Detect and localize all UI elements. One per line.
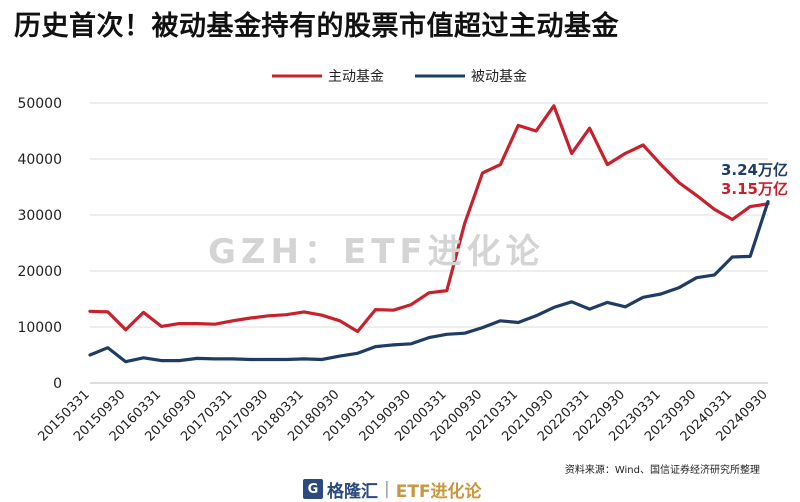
- footer-brand: ETF进化论: [395, 481, 482, 502]
- y-tick-label: 10000: [17, 320, 62, 336]
- series-line-active: [88, 104, 770, 334]
- end-value-annotation: 3.15万亿: [721, 180, 788, 198]
- footer-logo: G 格隆汇 | ETF进化论: [303, 478, 482, 502]
- series-line-passive: [88, 200, 770, 364]
- y-tick-label: 30000: [17, 208, 62, 224]
- y-tick-label: 40000: [17, 152, 62, 168]
- source-note: 资料来源：Wind、国信证券经济研究所整理: [564, 465, 760, 476]
- chart-title: 历史首次！被动基金持有的股票市值超过主动基金: [14, 11, 619, 42]
- gelonghui-logo-icon: G: [303, 479, 323, 499]
- y-tick-label: 0: [53, 376, 62, 392]
- legend-label: 主动基金: [328, 68, 384, 85]
- end-value-annotation: 3.24万亿: [721, 161, 788, 179]
- y-tick-label: 20000: [17, 264, 62, 280]
- footer-logo-name: 格隆汇: [327, 481, 378, 502]
- legend-label: 被动基金: [471, 68, 527, 85]
- footer-separator: |: [384, 479, 390, 499]
- watermark: GZH：ETF进化论: [208, 232, 545, 272]
- y-tick-label: 50000: [17, 96, 62, 112]
